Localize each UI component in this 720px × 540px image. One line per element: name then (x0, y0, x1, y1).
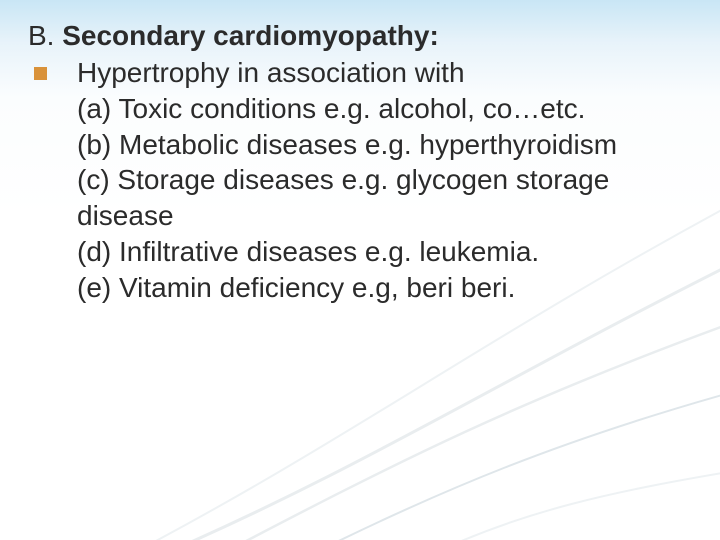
bullet-item: (c) Storage diseases e.g. glycogen stora… (77, 162, 687, 234)
bullet-item: (b) Metabolic diseases e.g. hyperthyroid… (77, 127, 687, 163)
heading-main: Secondary cardiomyopathy: (62, 20, 439, 51)
bullet-block: Hypertrophy in association with (a) Toxi… (28, 55, 692, 306)
section-heading: B. Secondary cardiomyopathy: (28, 18, 692, 53)
bullet-item: (d) Infiltrative diseases e.g. leukemia. (77, 234, 687, 270)
bullet-item: (e) Vitamin deficiency e.g, beri beri. (77, 270, 687, 306)
bullet-text: Hypertrophy in association with (a) Toxi… (77, 55, 687, 306)
bullet-intro: Hypertrophy in association with (77, 55, 687, 91)
bullet-item: (a) Toxic conditions e.g. alcohol, co…et… (77, 91, 687, 127)
slide-content: B. Secondary cardiomyopathy: Hypertrophy… (0, 0, 720, 306)
square-bullet-icon (34, 67, 47, 80)
heading-prefix: B. (28, 20, 62, 51)
